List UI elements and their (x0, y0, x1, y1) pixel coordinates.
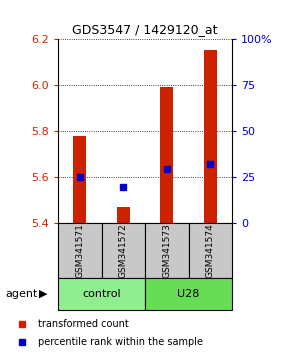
Bar (160, 87, 173, 223)
Title: GDS3547 / 1429120_at: GDS3547 / 1429120_at (72, 23, 218, 36)
Bar (145, 223, 188, 278)
Bar (102, 223, 145, 278)
Bar (58, 278, 145, 310)
Text: GSM341573: GSM341573 (162, 223, 171, 278)
Bar (204, 50, 217, 223)
Text: GSM341572: GSM341572 (119, 223, 128, 278)
Text: U28: U28 (177, 289, 200, 299)
Bar (117, 207, 130, 223)
Bar (188, 223, 232, 278)
Bar (73, 136, 86, 223)
Text: control: control (82, 289, 121, 299)
Text: percentile rank within the sample: percentile rank within the sample (38, 337, 203, 347)
Bar (58, 223, 102, 278)
Text: ▶: ▶ (39, 289, 48, 299)
Text: agent: agent (6, 289, 38, 299)
Text: GSM341574: GSM341574 (206, 223, 215, 278)
Bar (145, 278, 232, 310)
Text: GSM341571: GSM341571 (75, 223, 84, 278)
Text: transformed count: transformed count (38, 319, 129, 329)
